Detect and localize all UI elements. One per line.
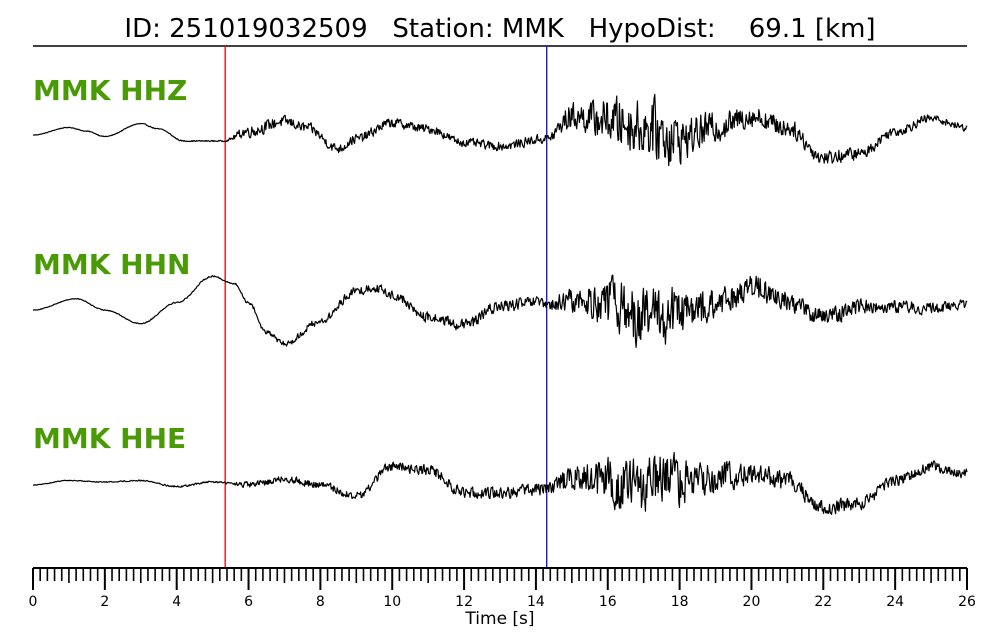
x-tick-label: 12: [455, 594, 473, 610]
channel-labels: MMK HHZ MMK HHN MMK HHE: [33, 74, 190, 455]
x-tick-label: 16: [599, 594, 617, 610]
trace-mmk-hhe: [32, 451, 968, 515]
x-tick-label: 4: [172, 594, 181, 610]
x-axis-label: Time [s]: [464, 609, 534, 629]
x-tick-label: 8: [316, 594, 325, 610]
channel-label-mmk-hhz: MMK HHZ: [33, 74, 187, 107]
x-tick-label: 18: [671, 594, 689, 610]
x-tick-label: 22: [814, 594, 832, 610]
channel-label-mmk-hhe: MMK HHE: [33, 422, 186, 455]
time-axis: 0 2 4 6 8 10 12 14 16 18 20 22 24 26: [29, 567, 976, 610]
x-tick-label: 2: [100, 594, 109, 610]
x-tick-label: 26: [958, 594, 976, 610]
x-tick-label: 0: [29, 594, 38, 610]
x-tick-label: 24: [886, 594, 904, 610]
x-tick-label: 14: [527, 594, 545, 610]
waveform-traces: [32, 93, 968, 515]
x-tick-label: 20: [743, 594, 761, 610]
trace-mmk-hhn: [32, 274, 968, 348]
channel-label-mmk-hhn: MMK HHN: [33, 248, 190, 281]
x-tick-label: 6: [244, 594, 253, 610]
plot-title: ID: 251019032509 Station: MMK HypoDist: …: [124, 14, 875, 44]
trace-mmk-hhz: [32, 93, 968, 167]
x-tick-label: 10: [383, 594, 401, 610]
